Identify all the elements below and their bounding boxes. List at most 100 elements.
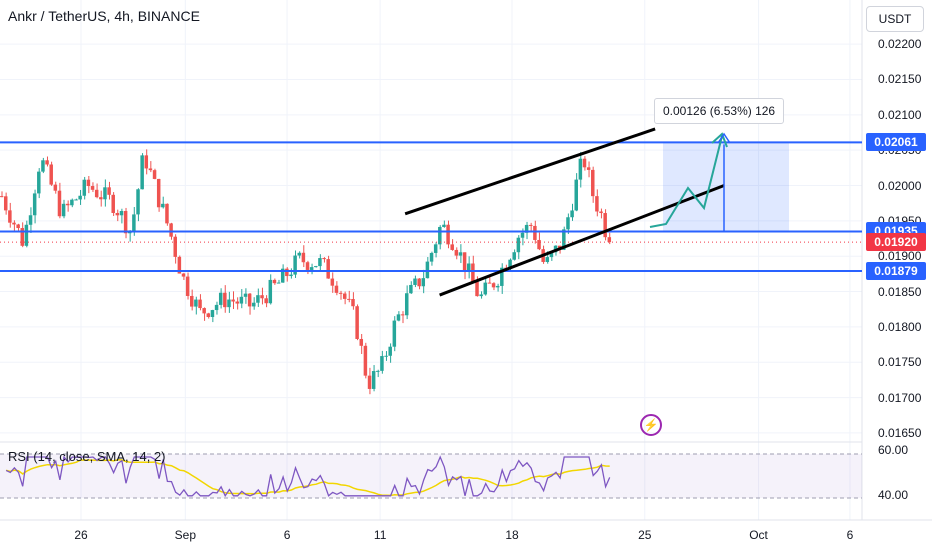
candle-body	[32, 193, 37, 216]
rsi-indicator-label[interactable]: RSI (14, close, SMA, 14, 2)	[8, 449, 166, 464]
candle-body	[417, 278, 421, 287]
candle-body	[301, 252, 306, 263]
candle-body	[421, 278, 426, 287]
candle-body	[173, 236, 177, 257]
candle-body	[243, 293, 248, 297]
candle-body	[524, 224, 529, 233]
candle-body	[185, 276, 190, 296]
candle-body	[289, 274, 293, 277]
candle-body	[49, 164, 53, 185]
candle-body	[202, 308, 206, 314]
candle-body	[442, 224, 446, 227]
candle-body	[562, 229, 566, 250]
candle-body	[574, 179, 578, 211]
candle-body	[0, 196, 4, 198]
candle-body	[326, 259, 330, 279]
candle-body	[276, 282, 281, 284]
price-tick-label: 0.02000	[878, 178, 922, 193]
rsi-pane	[0, 441, 862, 499]
candle-body	[119, 210, 124, 216]
candle-body	[508, 259, 512, 269]
candle-body	[305, 262, 310, 270]
price-tick-label: 0.02200	[878, 37, 922, 52]
candle-body	[607, 237, 612, 243]
candle-body	[94, 189, 99, 198]
candle-body	[210, 310, 215, 317]
candle-body	[483, 282, 488, 295]
candle-body	[82, 179, 87, 196]
price-tag: 0.01879	[866, 262, 926, 281]
candle-body	[495, 285, 500, 288]
candle-body	[429, 252, 434, 262]
candle-body	[140, 155, 144, 190]
candle-body	[218, 292, 223, 305]
candle-body	[16, 224, 20, 229]
drawing-overlays	[0, 127, 862, 297]
candle-body	[396, 314, 401, 321]
price-tag: 0.01920	[866, 233, 926, 252]
candle-body	[425, 261, 430, 279]
candle-body	[123, 210, 128, 234]
candle-body	[165, 203, 169, 224]
candle-body	[111, 194, 115, 213]
candle-body	[334, 285, 339, 293]
candle-body	[190, 295, 194, 307]
candle-body	[529, 224, 533, 226]
candle-body	[516, 237, 521, 253]
candle-body	[578, 158, 583, 180]
candle-body	[28, 215, 33, 225]
candle-body	[388, 346, 392, 356]
candle-body	[330, 278, 335, 286]
rsi-band	[0, 454, 862, 498]
candle-body	[70, 199, 74, 206]
candle-body	[586, 167, 591, 170]
time-tick-label: 26	[74, 528, 88, 542]
price-tick-label: 0.01800	[878, 319, 922, 334]
currency-button[interactable]: USDT	[866, 6, 924, 32]
candle-body	[392, 320, 397, 347]
candle-body	[380, 356, 384, 371]
candle-body	[603, 213, 607, 238]
candle-body	[65, 203, 70, 206]
candle-body	[194, 299, 198, 307]
candle-body	[359, 338, 364, 346]
candle-body	[413, 278, 417, 285]
candle-body	[351, 299, 355, 307]
candle-body	[264, 298, 268, 304]
rsi-tick-label: 60.00	[878, 443, 909, 457]
candle-body	[156, 178, 161, 208]
candle-body	[462, 252, 467, 273]
candle-body	[231, 299, 235, 302]
candle-body	[12, 222, 16, 225]
price-tag: 0.02061	[866, 133, 926, 152]
price-tick-label: 0.02150	[878, 72, 922, 87]
candle-body	[235, 301, 239, 304]
price-tick-label: 0.01650	[878, 425, 922, 440]
candle-body	[198, 299, 202, 309]
candle-body	[582, 158, 587, 168]
candle-body	[144, 155, 149, 169]
candle-body	[3, 196, 8, 211]
candle-body	[566, 217, 570, 230]
candle-body	[152, 170, 157, 179]
candle-body	[400, 314, 405, 316]
candle-body	[570, 210, 574, 218]
candle-body	[45, 160, 49, 165]
candle-body	[322, 258, 326, 260]
candle-body	[256, 295, 260, 303]
candle-body	[355, 306, 359, 339]
measure-label: 0.00126 (6.53%) 126	[654, 98, 785, 124]
candle-body	[314, 266, 318, 268]
candle-body	[512, 252, 516, 260]
candle-body	[115, 212, 120, 216]
rsi-tick-label: 40.00	[878, 488, 909, 502]
candle-body	[8, 210, 12, 223]
candle-body	[599, 211, 603, 214]
candle-body	[99, 197, 103, 200]
candle-body	[239, 296, 244, 304]
lightning-icon[interactable]: ⚡	[640, 414, 662, 436]
time-tick-label: Sep	[174, 528, 197, 542]
candle-body	[78, 195, 82, 200]
candle-body	[520, 232, 525, 238]
